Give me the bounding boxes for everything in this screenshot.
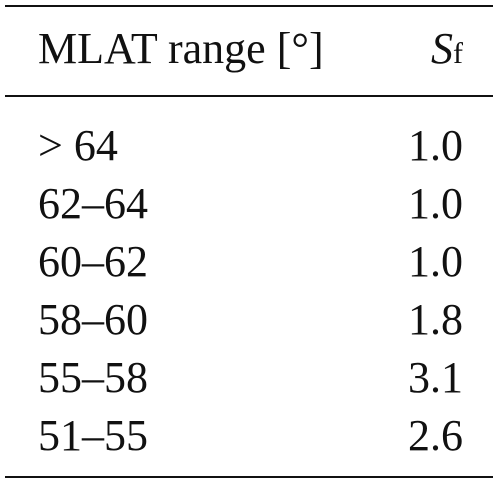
mlat-range-cell: 60–62	[38, 237, 148, 286]
header-rule	[5, 95, 493, 97]
sf-value-cell: 1.0	[408, 179, 463, 228]
header-mlat-range: MLAT range [°]	[38, 24, 324, 73]
bottom-rule	[5, 476, 493, 478]
mlat-range-cell: 58–60	[38, 295, 148, 344]
header-symbol: S	[431, 24, 453, 73]
sf-value-cell: 3.1	[408, 353, 463, 402]
sf-value-cell: 1.8	[408, 295, 463, 344]
mlat-range-cell: > 64	[38, 121, 118, 170]
sf-value-cell: 1.0	[408, 121, 463, 170]
top-rule	[5, 5, 493, 7]
mlat-range-cell: 62–64	[38, 179, 148, 228]
mlat-range-cell: 51–55	[38, 411, 148, 460]
header-scale-factor: Sf	[431, 27, 463, 71]
mlat-range-cell: 55–58	[38, 353, 148, 402]
sf-value-cell: 2.6	[408, 411, 463, 460]
sf-value-cell: 1.0	[408, 237, 463, 286]
header-subscript: f	[453, 37, 463, 70]
